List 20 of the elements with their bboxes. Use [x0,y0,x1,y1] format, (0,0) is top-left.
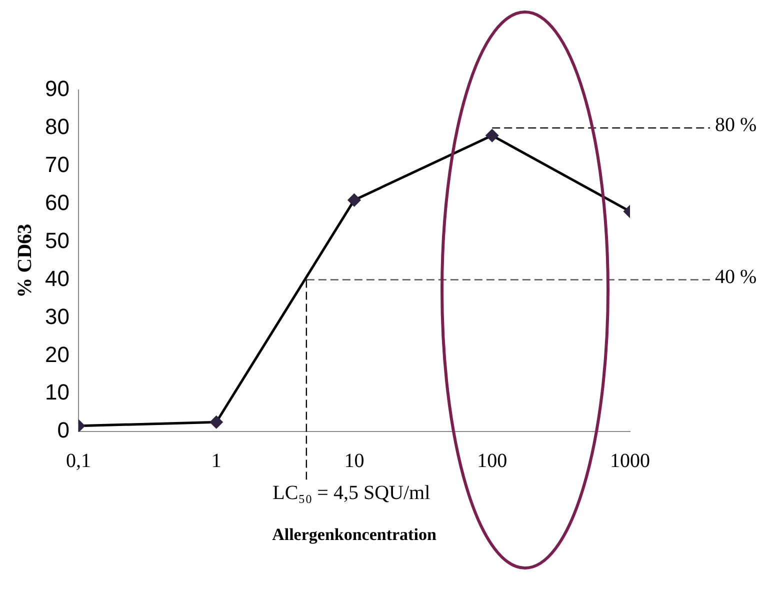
x-tick-label: 100 [477,450,508,472]
y-tick-label: 90 [44,76,70,102]
ref-line-label: LC₅₀ = 4,5 SQU/ml [272,482,431,504]
y-tick-label: 40 [44,266,70,291]
x-tick-label: 0,1 [66,450,91,472]
y-tick-label: 20 [44,342,70,367]
y-tick-label: 10 [44,380,70,405]
y-tick-label: 60 [44,190,70,215]
y-tick-label: 0 [57,418,70,443]
ref-line-label: 40 % [715,266,757,288]
ref-line-label: 80 % [715,114,757,136]
y-tick-label: 70 [44,152,70,177]
y-tick-label: 80 [44,114,70,140]
y-tick-label: 50 [44,228,70,253]
y-axis-title: % CD63 [14,224,36,298]
x-tick-label: 10 [344,450,364,472]
y-tick-label: 30 [44,304,70,329]
x-tick-label: 1000 [610,450,650,472]
x-tick-label: 1 [211,450,222,472]
x-axis-title: Allergenkoncentration [272,525,437,544]
